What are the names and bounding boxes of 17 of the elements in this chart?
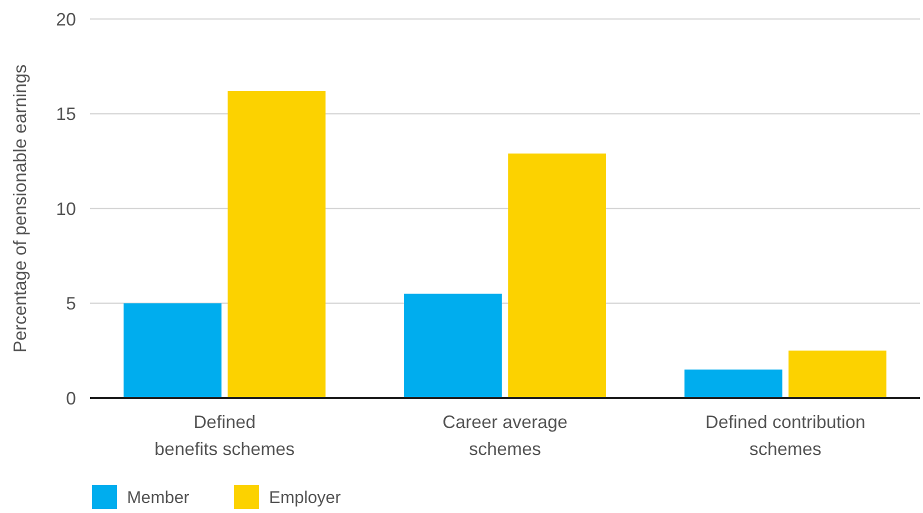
- y-axis-title: Percentage of pensionable earnings: [10, 64, 30, 353]
- bar: [508, 154, 606, 398]
- y-tick-label: 5: [66, 294, 76, 314]
- x-tick-label: Defined benefits schemes: [154, 412, 295, 459]
- legend-label: Member: [127, 488, 190, 507]
- y-tick-label: 0: [66, 388, 76, 408]
- x-tick-label: Defined contribution schemes: [705, 412, 866, 459]
- x-tick-label: Career average schemes: [442, 412, 568, 459]
- bar: [788, 350, 886, 398]
- y-tick-label: 20: [56, 9, 76, 30]
- y-tick-label: 10: [56, 198, 76, 219]
- bar: [228, 91, 326, 398]
- bar: [404, 294, 502, 398]
- bar: [684, 370, 782, 398]
- legend-label: Employer: [269, 488, 342, 507]
- y-tick-label: 15: [56, 104, 76, 124]
- bar: [124, 303, 222, 398]
